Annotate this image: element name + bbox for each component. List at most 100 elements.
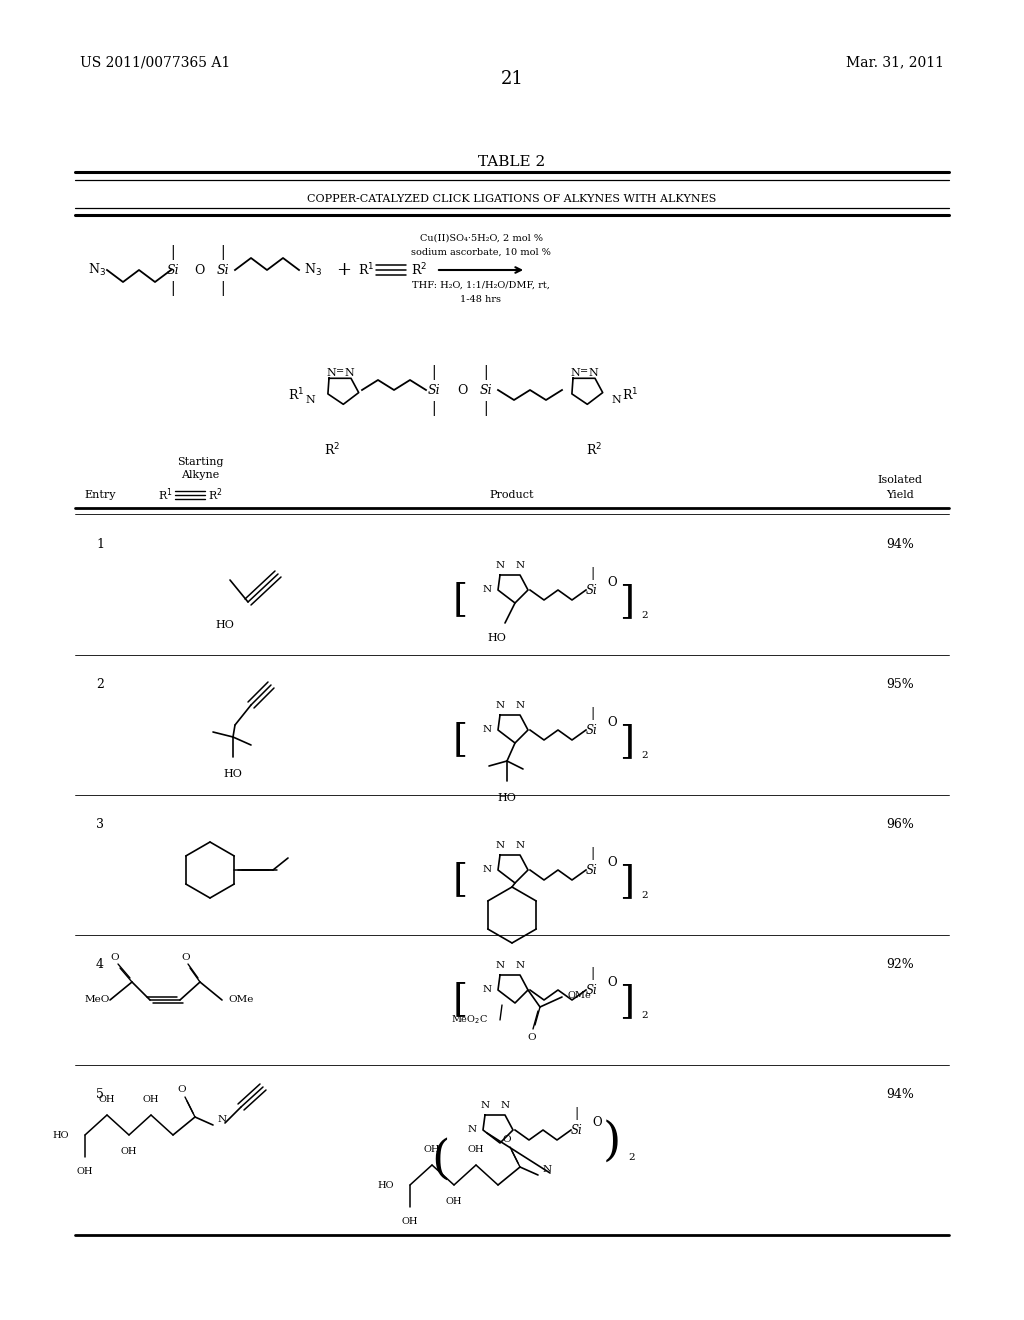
Text: HO: HO — [223, 770, 243, 779]
Text: ]: ] — [620, 583, 635, 620]
Text: N$_3$: N$_3$ — [304, 261, 322, 279]
Text: |: | — [432, 364, 436, 380]
Text: R$^2$: R$^2$ — [411, 261, 427, 279]
Text: O: O — [527, 1032, 537, 1041]
Text: 5: 5 — [96, 1088, 104, 1101]
Text: O: O — [503, 1134, 511, 1143]
Text: |: | — [483, 364, 488, 380]
Text: Entry: Entry — [84, 490, 116, 500]
Text: THF: H₂O, 1:1/H₂O/DMF, rt,: THF: H₂O, 1:1/H₂O/DMF, rt, — [412, 281, 550, 289]
Text: R$^1$: R$^1$ — [159, 487, 173, 503]
Text: |: | — [574, 1107, 580, 1121]
Text: |: | — [171, 244, 175, 260]
Text: [: [ — [453, 582, 468, 619]
Text: N: N — [570, 368, 580, 378]
Text: 1: 1 — [96, 539, 104, 550]
Text: Si: Si — [586, 723, 598, 737]
Text: Si: Si — [586, 863, 598, 876]
Text: O: O — [607, 576, 616, 589]
Text: Si: Si — [167, 264, 179, 276]
Text: N: N — [515, 701, 524, 710]
Text: [: [ — [453, 862, 468, 899]
Text: N: N — [515, 961, 524, 969]
Text: N: N — [218, 1115, 227, 1125]
Text: N: N — [496, 841, 505, 850]
Text: OMe: OMe — [228, 995, 253, 1005]
Text: O: O — [178, 1085, 186, 1093]
Text: Alkyne: Alkyne — [181, 470, 219, 480]
Text: |: | — [221, 244, 225, 260]
Text: 2: 2 — [642, 1011, 648, 1019]
Text: Si: Si — [479, 384, 493, 396]
Text: N: N — [326, 368, 336, 378]
Text: OH: OH — [98, 1094, 116, 1104]
Text: |: | — [432, 400, 436, 416]
Text: N: N — [588, 368, 598, 378]
Text: N: N — [611, 395, 621, 405]
Text: (: ( — [431, 1138, 450, 1183]
Text: ]: ] — [620, 863, 635, 900]
Text: Si: Si — [217, 264, 229, 276]
Text: [: [ — [453, 722, 468, 759]
Text: N: N — [496, 701, 505, 710]
Text: N: N — [482, 866, 492, 874]
Text: OH: OH — [445, 1196, 462, 1205]
Text: |: | — [221, 281, 225, 296]
Text: Mar. 31, 2011: Mar. 31, 2011 — [846, 55, 944, 69]
Text: Si: Si — [586, 583, 598, 597]
Text: O: O — [457, 384, 467, 396]
Text: 2: 2 — [642, 610, 648, 619]
Text: OH: OH — [424, 1144, 440, 1154]
Text: HO: HO — [498, 793, 516, 803]
Text: MeO$_2$C: MeO$_2$C — [451, 1014, 488, 1027]
Text: OMe: OMe — [568, 990, 592, 999]
Text: 95%: 95% — [886, 678, 913, 690]
Text: sodium ascorbate, 10 mol %: sodium ascorbate, 10 mol % — [411, 248, 551, 256]
Text: HO: HO — [216, 620, 234, 630]
Text: R$^1$: R$^1$ — [357, 261, 374, 279]
Text: 2: 2 — [629, 1154, 635, 1163]
Text: Cu(II)SO₄·5H₂O, 2 mol %: Cu(II)SO₄·5H₂O, 2 mol % — [420, 234, 543, 243]
Text: 94%: 94% — [886, 1088, 914, 1101]
Text: +: + — [337, 261, 351, 279]
Text: O: O — [181, 953, 190, 962]
Text: N: N — [480, 1101, 489, 1110]
Text: O: O — [592, 1115, 602, 1129]
Text: O: O — [111, 953, 120, 962]
Text: OH: OH — [121, 1147, 137, 1155]
Text: N: N — [482, 586, 492, 594]
Text: O: O — [607, 975, 616, 989]
Text: COPPER-CATALYZED CLICK LIGATIONS OF ALKYNES WITH ALKYNES: COPPER-CATALYZED CLICK LIGATIONS OF ALKY… — [307, 194, 717, 205]
Text: R$^2$: R$^2$ — [324, 442, 340, 458]
Text: N: N — [305, 395, 314, 405]
Text: R$^1$: R$^1$ — [622, 387, 638, 404]
Text: =: = — [336, 367, 344, 376]
Text: |: | — [171, 281, 175, 296]
Text: N$_3$: N$_3$ — [88, 261, 105, 279]
Text: N: N — [496, 961, 505, 969]
Text: |: | — [590, 708, 594, 721]
Text: OH: OH — [142, 1094, 160, 1104]
Text: N: N — [344, 368, 354, 378]
Text: N: N — [467, 1126, 476, 1134]
Text: Isolated: Isolated — [878, 475, 923, 484]
Text: 2: 2 — [642, 751, 648, 759]
Text: R$^1$: R$^1$ — [288, 387, 304, 404]
Text: 1-48 hrs: 1-48 hrs — [461, 294, 502, 304]
Text: =: = — [580, 367, 588, 376]
Text: 3: 3 — [96, 818, 104, 832]
Text: Si: Si — [586, 983, 598, 997]
Text: 2: 2 — [96, 678, 104, 690]
Text: N: N — [543, 1166, 552, 1175]
Text: N: N — [496, 561, 505, 569]
Text: MeO: MeO — [85, 995, 110, 1005]
Text: HO: HO — [487, 634, 507, 643]
Text: N: N — [501, 1101, 510, 1110]
Text: N: N — [515, 561, 524, 569]
Text: N: N — [482, 726, 492, 734]
Text: |: | — [590, 847, 594, 861]
Text: HO: HO — [52, 1130, 69, 1139]
Text: HO: HO — [378, 1180, 394, 1189]
Text: Yield: Yield — [886, 490, 913, 500]
Text: Si: Si — [571, 1123, 583, 1137]
